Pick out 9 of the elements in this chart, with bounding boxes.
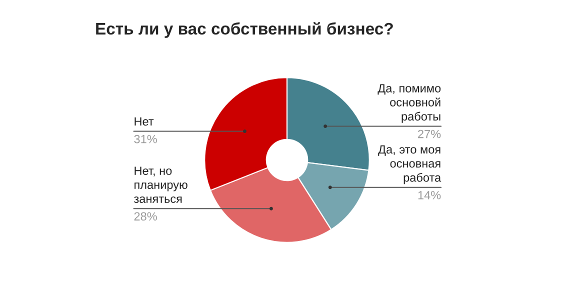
data-label: 31% bbox=[134, 134, 157, 144]
data-label: 27% bbox=[418, 130, 441, 138]
chart-title: Есть ли у вас собственный бизнес? bbox=[96, 22, 393, 38]
slice-label: Нет bbox=[134, 117, 154, 126]
data-label: 14% bbox=[418, 191, 441, 200]
slice-label: Нет, но планирую заняться bbox=[134, 166, 188, 203]
slice-label: Да, помимо основной работы bbox=[378, 84, 441, 123]
slice-label: Да, это моя основная работа bbox=[378, 145, 442, 184]
data-label: 28% bbox=[134, 212, 157, 221]
